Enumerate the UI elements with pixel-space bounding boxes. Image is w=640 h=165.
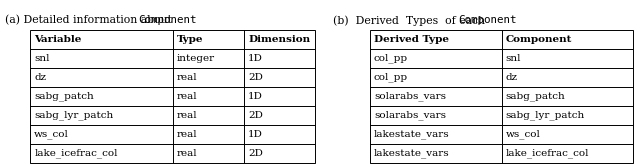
Text: Component: Component	[138, 15, 196, 25]
Text: dz: dz	[35, 73, 46, 82]
Text: col_pp: col_pp	[374, 73, 408, 82]
Text: solarabs_vars: solarabs_vars	[374, 111, 446, 120]
Text: 2D: 2D	[248, 73, 263, 82]
Text: real: real	[177, 130, 197, 139]
Text: Component: Component	[458, 15, 516, 25]
Text: sabg_lyr_patch: sabg_lyr_patch	[506, 111, 585, 120]
Text: real: real	[177, 73, 197, 82]
Text: real: real	[177, 92, 197, 101]
Text: Derived Type: Derived Type	[374, 35, 449, 44]
Text: 1D: 1D	[248, 92, 263, 101]
Text: sabg_lyr_patch: sabg_lyr_patch	[35, 111, 113, 120]
Text: 2D: 2D	[248, 149, 263, 158]
Text: 2D: 2D	[248, 111, 263, 120]
Text: lakestate_vars: lakestate_vars	[374, 149, 449, 158]
Text: snl: snl	[506, 54, 521, 63]
Text: 1D: 1D	[248, 130, 263, 139]
Text: lake_icefrac_col: lake_icefrac_col	[506, 149, 589, 158]
Text: lake_icefrac_col: lake_icefrac_col	[35, 149, 118, 158]
Text: sabg_patch: sabg_patch	[35, 92, 94, 101]
Text: ws_col: ws_col	[35, 130, 69, 139]
Text: dz: dz	[506, 73, 518, 82]
Text: 1D: 1D	[248, 54, 263, 63]
Text: Dimension: Dimension	[248, 35, 310, 44]
Text: solarabs_vars: solarabs_vars	[374, 92, 446, 101]
Text: ws_col: ws_col	[506, 130, 540, 139]
Text: integer: integer	[177, 54, 215, 63]
Text: real: real	[177, 111, 197, 120]
Text: Component: Component	[506, 35, 572, 44]
Text: real: real	[177, 149, 197, 158]
Text: col_pp: col_pp	[374, 54, 408, 63]
Text: (a) Detailed information about: (a) Detailed information about	[5, 15, 175, 25]
Text: snl: snl	[35, 54, 50, 63]
Text: (b)  Derived  Types  of each: (b) Derived Types of each	[333, 15, 488, 26]
Text: sabg_patch: sabg_patch	[506, 92, 565, 101]
Text: lakestate_vars: lakestate_vars	[374, 130, 449, 139]
Text: Type: Type	[177, 35, 204, 44]
Text: Variable: Variable	[35, 35, 82, 44]
